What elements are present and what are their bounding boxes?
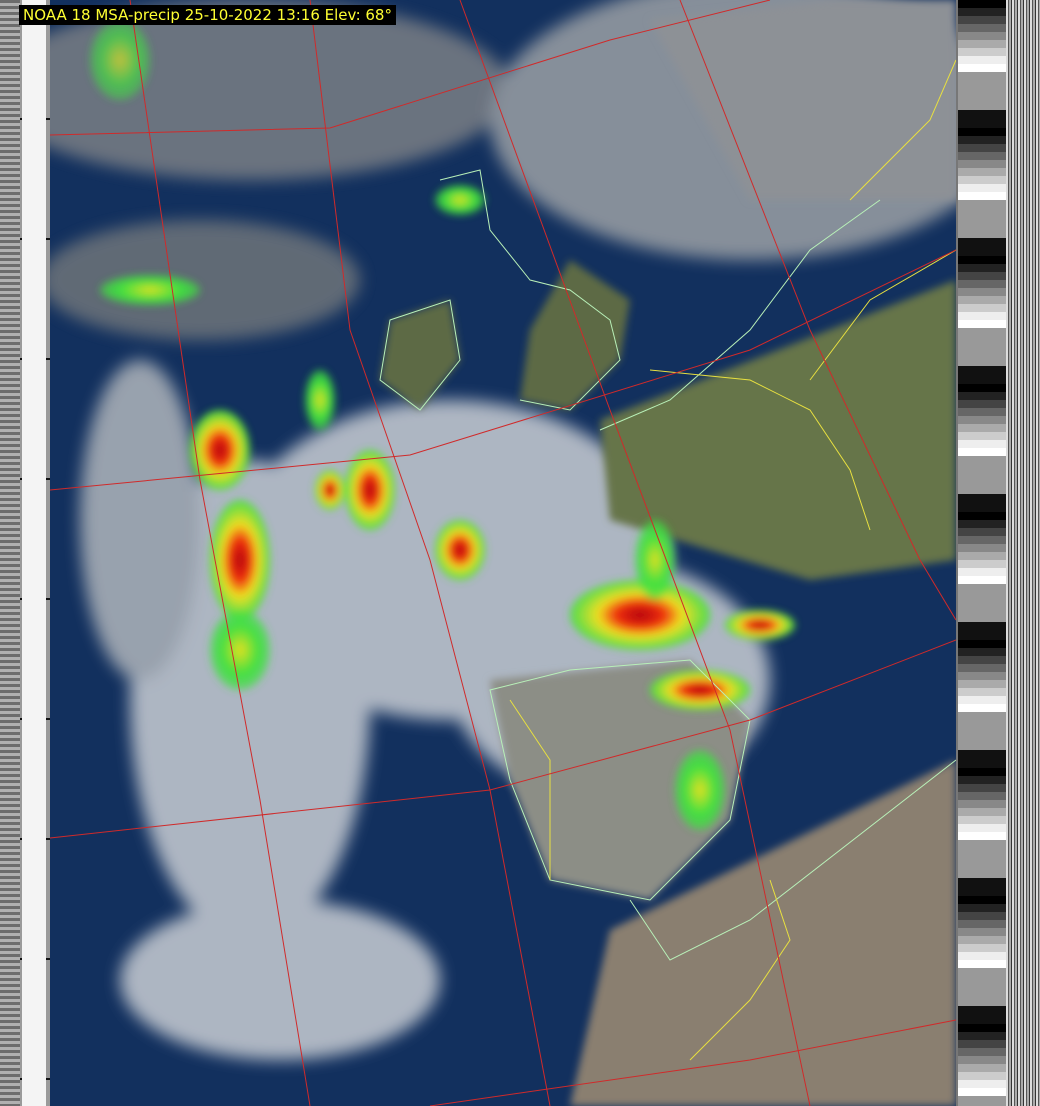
satellite-map <box>50 0 956 1106</box>
telemetry-strip-left <box>0 0 50 1106</box>
country-borders <box>509 59 956 1061</box>
graticule <box>50 0 956 1106</box>
land-layer <box>380 0 956 1106</box>
telemetry-strip-right <box>956 0 1040 1106</box>
image-title: NOAA 18 MSA-precip 25-10-2022 13:16 Elev… <box>19 5 396 25</box>
coastlines <box>379 169 956 961</box>
precipitation-layer <box>90 20 795 830</box>
